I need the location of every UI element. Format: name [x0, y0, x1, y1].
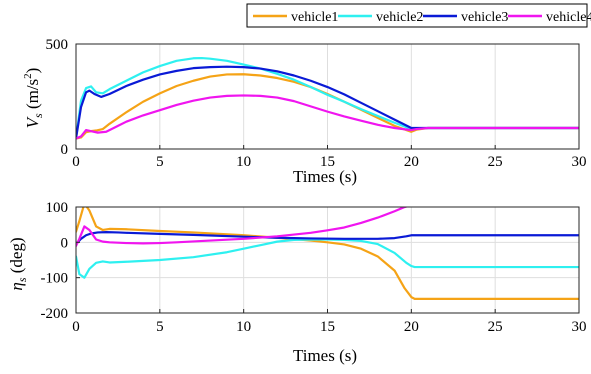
velocity-x-tick-label: 20 [404, 154, 419, 170]
legend-label-vehicle2: vehicle2 [376, 10, 423, 25]
velocity-y-tick-label: 500 [46, 37, 69, 53]
heading-x-tick-label: 10 [236, 319, 251, 335]
velocity-x-tick-label: 5 [156, 154, 164, 170]
legend-items: vehicle1 vehicle2 vehicle3 vehicle4 [253, 10, 591, 25]
velocity-x-tick-label: 30 [572, 154, 587, 170]
velocity-y-axis-title: Vs (m/s2) [22, 68, 45, 129]
legend-label-vehicle3: vehicle3 [461, 10, 508, 25]
velocity-series-vehicle3 [76, 65, 579, 140]
heading-y-tick-label: -100 [41, 271, 69, 287]
legend: vehicle1 vehicle2 vehicle3 vehicle4 [246, 3, 591, 28]
velocity-x-tick-label: 15 [320, 154, 335, 170]
velocity-x-axis-title: Times (s) [293, 167, 357, 186]
velocity-y-tick-label: 0 [61, 142, 69, 158]
velocity-plot-series [76, 56, 579, 140]
velocity-series-vehicle4 [76, 94, 579, 140]
velocity-x-tick-label: 10 [236, 154, 251, 170]
velocity-x-tick-label: 25 [488, 154, 503, 170]
velocity-plot-ticks: 0 5 10 15 20 25 30 0 500 [46, 37, 587, 170]
velocity-series-vehicle2 [76, 56, 579, 140]
heading-x-tick-label: 0 [72, 319, 80, 335]
legend-label-vehicle4: vehicle4 [546, 10, 591, 25]
legend-label-vehicle1: vehicle1 [291, 10, 338, 25]
heading-y-axis-title: ηs (deg) [7, 237, 29, 290]
heading-x-tick-label: 15 [320, 319, 335, 335]
velocity-x-tick-label: 0 [72, 154, 80, 170]
heading-plot-series [76, 207, 579, 300]
heading-x-tick-label: 20 [404, 319, 419, 335]
heading-plot-ticks: 0 5 10 15 20 25 30 100 0 -100 -200 [41, 200, 587, 335]
heading-y-tick-label: -200 [41, 306, 69, 322]
heading-y-tick-label: 100 [46, 200, 69, 216]
heading-series-vehicle2 [76, 238, 579, 279]
heading-x-tick-label: 30 [572, 319, 587, 335]
heading-plot: 0 5 10 15 20 25 30 100 0 -100 -200 Times (s) ηs (d… [7, 200, 587, 365]
heading-x-axis-title: Times (s) [293, 346, 357, 365]
heading-y-tick-label: 0 [61, 235, 69, 251]
velocity-plot: 0 5 10 15 20 25 30 0 500 Times (s) Vs (m/s2) [22, 37, 587, 186]
legend-box [246, 3, 588, 28]
heading-series-vehicle4 [76, 207, 409, 247]
heading-x-tick-label: 5 [156, 319, 164, 335]
heading-x-tick-label: 25 [488, 319, 503, 335]
